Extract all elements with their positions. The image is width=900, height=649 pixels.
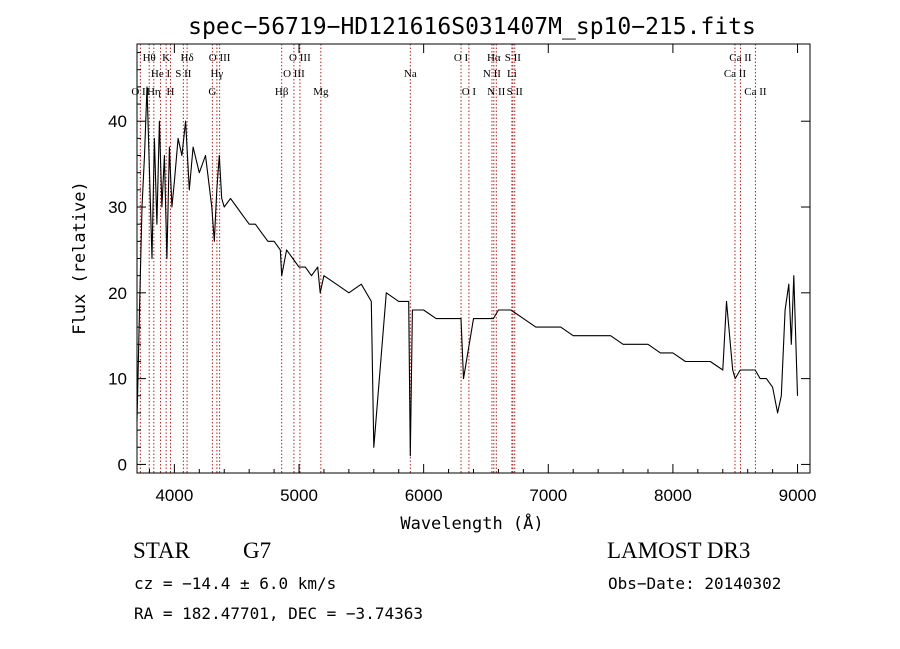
line-marker-label-16: O I — [454, 52, 469, 64]
x-tick-label-0: 4000 — [155, 486, 193, 505]
y-tick-label-3: 30 — [108, 198, 127, 217]
observation-date: Obs−Date: 20140302 — [608, 574, 782, 593]
y-tick-label-1: 10 — [108, 370, 127, 389]
y-axis-label: Flux (relative) — [70, 181, 90, 335]
line-marker-label-6: S II — [175, 68, 192, 80]
line-marker-label-0: O II — [131, 86, 149, 98]
line-marker-label-12: O III — [283, 68, 305, 80]
line-marker-label-2: Hη — [147, 86, 161, 98]
line-marker-label-25: Ca II — [729, 52, 752, 64]
y-axis: 0 10 20 30 40 — [108, 52, 810, 474]
line-marker-label-21: Li — [507, 68, 517, 80]
x-tick-label-1: 5000 — [280, 486, 318, 505]
coordinates-readout: RA = 182.47701, DEC = −3.74363 — [134, 604, 423, 623]
line-marker-label-15: Na — [404, 68, 417, 80]
line-marker-label-5: H — [167, 86, 175, 98]
line-marker-label-14: Mg — [313, 86, 329, 98]
x-tick-label-3: 7000 — [529, 486, 567, 505]
line-marker-label-11: Hβ — [275, 86, 289, 98]
object-class: STAR — [133, 538, 190, 563]
y-tick-label-4: 40 — [108, 112, 127, 131]
line-marker-label-18: N II — [483, 68, 501, 80]
line-marker-label-19: Hα — [487, 52, 501, 64]
line-marker-label-17: O I — [462, 86, 477, 98]
spectrum-series-line — [136, 86, 799, 457]
line-marker-label-26: Ca II — [744, 86, 767, 98]
line-marker-label-20: N II — [487, 86, 505, 98]
survey-name: LAMOST DR3 — [607, 538, 751, 563]
line-marker-label-3: He I — [151, 68, 171, 80]
y-tick-label-0: 0 — [118, 455, 127, 474]
redshift-readout: cz = −14.4 ± 6.0 km/s — [134, 574, 337, 593]
line-marker-label-22: S II — [505, 52, 522, 64]
object-subclass: G7 — [243, 538, 272, 563]
line-marker-label-9: Hγ — [210, 68, 223, 80]
x-axis: 4000 5000 6000 7000 8000 9000 — [148, 44, 817, 505]
line-marker-label-10: O III — [209, 52, 231, 64]
line-marker-label-1: Hθ — [143, 52, 156, 64]
x-tick-label-4: 8000 — [654, 486, 692, 505]
y-tick-label-2: 20 — [108, 284, 127, 303]
line-marker-label-23: S II — [507, 86, 524, 98]
line-marker-label-4: K — [162, 52, 170, 64]
line-marker-label-7: Hδ — [181, 52, 194, 64]
plot-frame — [136, 43, 811, 474]
line-marker-label-8: G — [208, 86, 216, 98]
x-tick-label-5: 9000 — [779, 486, 817, 505]
spectral-line-markers — [139, 44, 756, 473]
line-marker-label-24: Ca II — [724, 68, 747, 80]
x-axis-label: Wavelength (Å) — [400, 512, 543, 534]
x-tick-label-2: 6000 — [405, 486, 443, 505]
chart-title: spec−56719−HD121616S031407M_sp10−215.fit… — [188, 14, 756, 40]
line-marker-label-13: O III — [289, 52, 311, 64]
